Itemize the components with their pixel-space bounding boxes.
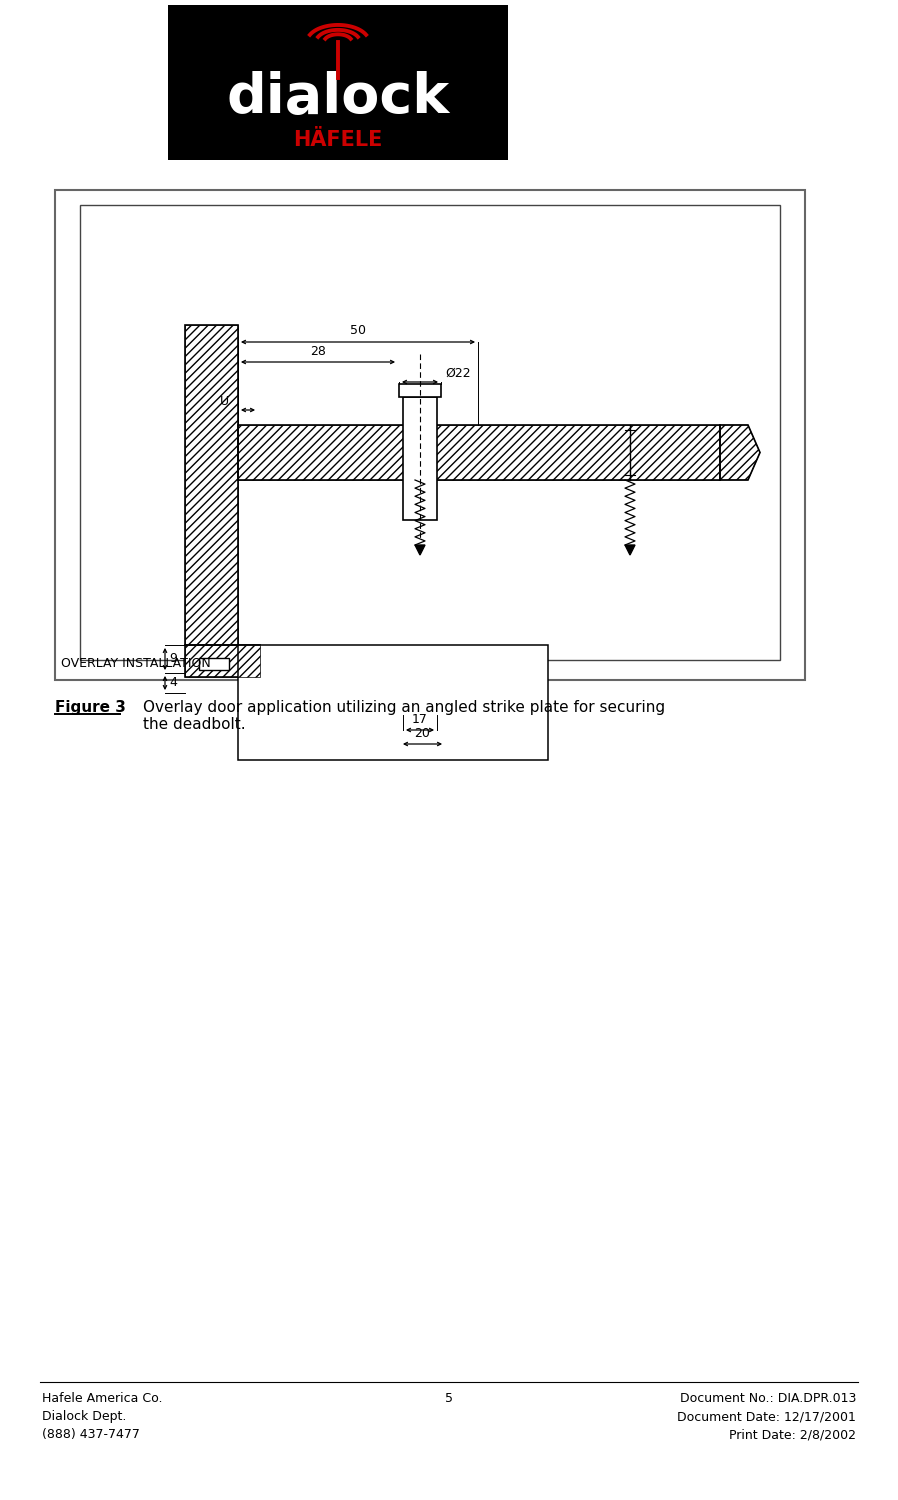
Bar: [403, 398, 437, 520]
Text: OVERLAY INSTALLATION: OVERLAY INSTALLATION: [61, 657, 211, 670]
Text: U: U: [220, 394, 229, 408]
Bar: [238, 424, 720, 480]
Text: dialock: dialock: [226, 70, 450, 124]
Text: 9: 9: [169, 652, 177, 666]
Bar: [238, 645, 548, 760]
Text: Dialock Dept.: Dialock Dept.: [42, 1410, 127, 1424]
Text: 4: 4: [169, 676, 177, 690]
Text: 20: 20: [415, 728, 430, 740]
Text: HÄFELE: HÄFELE: [294, 130, 383, 150]
Polygon shape: [415, 544, 425, 555]
Text: Overlay door application utilizing an angled strike plate for securing
the deadb: Overlay door application utilizing an an…: [143, 700, 665, 732]
Text: (888) 437-7477: (888) 437-7477: [42, 1428, 140, 1442]
Bar: [55, 190, 805, 680]
Polygon shape: [720, 424, 760, 480]
Text: Document No.: DIA.DPR.013: Document No.: DIA.DPR.013: [680, 1392, 856, 1406]
Text: Ø22: Ø22: [445, 368, 471, 380]
Bar: [185, 326, 238, 645]
Text: Hafele America Co.: Hafele America Co.: [42, 1392, 163, 1406]
Bar: [168, 4, 508, 160]
Bar: [238, 424, 720, 480]
Bar: [185, 645, 260, 676]
Text: Print Date: 2/8/2002: Print Date: 2/8/2002: [729, 1428, 856, 1442]
Text: 50: 50: [350, 324, 366, 338]
Text: Figure 3: Figure 3: [55, 700, 126, 715]
Bar: [80, 206, 780, 660]
Bar: [399, 384, 441, 398]
Polygon shape: [625, 544, 635, 555]
Text: 17: 17: [412, 712, 428, 726]
Bar: [185, 326, 238, 645]
Bar: [199, 658, 229, 670]
Text: 28: 28: [310, 345, 326, 358]
Bar: [185, 645, 260, 676]
Text: 5: 5: [445, 1392, 453, 1406]
Text: Document Date: 12/17/2001: Document Date: 12/17/2001: [677, 1410, 856, 1424]
